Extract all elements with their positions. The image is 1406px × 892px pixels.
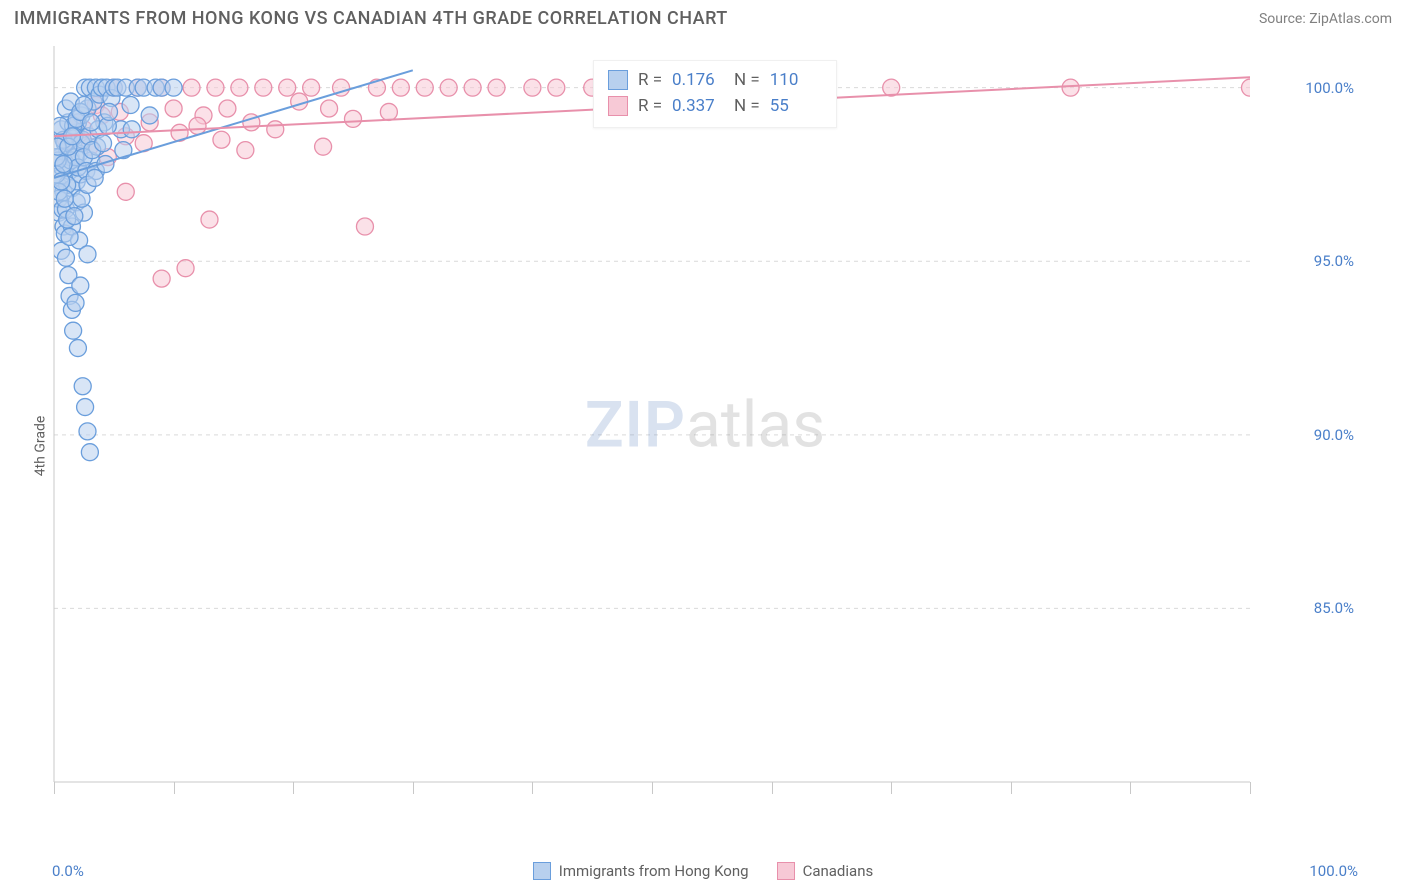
x-tick — [54, 782, 55, 794]
legend-item: Canadians — [777, 862, 874, 880]
stat-swatch-icon — [608, 96, 628, 116]
chart-title: IMMIGRANTS FROM HONG KONG VS CANADIAN 4T… — [14, 8, 728, 29]
stat-row: R = 0.176 N = 110 — [608, 67, 822, 93]
y-tick-label: 90.0% — [1314, 426, 1354, 444]
legend-label: Canadians — [803, 862, 874, 880]
x-tick — [413, 782, 414, 794]
x-tick — [1011, 782, 1012, 794]
stat-row: R = 0.337 N = 55 — [608, 93, 822, 119]
legend-swatch-icon — [533, 862, 551, 880]
x-tick — [652, 782, 653, 794]
x-tick — [1250, 782, 1251, 794]
legend-label: Immigrants from Hong Kong — [559, 862, 749, 880]
legend: Immigrants from Hong Kong Canadians — [0, 862, 1406, 880]
legend-swatch-icon — [777, 862, 795, 880]
legend-item: Immigrants from Hong Kong — [533, 862, 749, 880]
stat-swatch-icon — [608, 70, 628, 90]
source-link[interactable]: ZipAtlas.com — [1309, 11, 1392, 27]
y-tick-label: 85.0% — [1314, 599, 1354, 617]
plot-area: ZIPatlas R = 0.176 N = 110 R = 0.337 N =… — [50, 40, 1360, 810]
x-tick — [1130, 782, 1131, 794]
x-tick — [772, 782, 773, 794]
x-tick — [174, 782, 175, 794]
x-tick — [293, 782, 294, 794]
y-tick-label: 100.0% — [1305, 79, 1354, 97]
source-attribution: Source: ZipAtlas.com — [1259, 11, 1392, 27]
correlation-stats-box: R = 0.176 N = 110 R = 0.337 N = 55 — [593, 60, 837, 128]
x-tick — [891, 782, 892, 794]
y-axis-label: 4th Grade — [32, 416, 48, 477]
x-tick — [532, 782, 533, 794]
y-tick-label: 95.0% — [1314, 252, 1354, 270]
